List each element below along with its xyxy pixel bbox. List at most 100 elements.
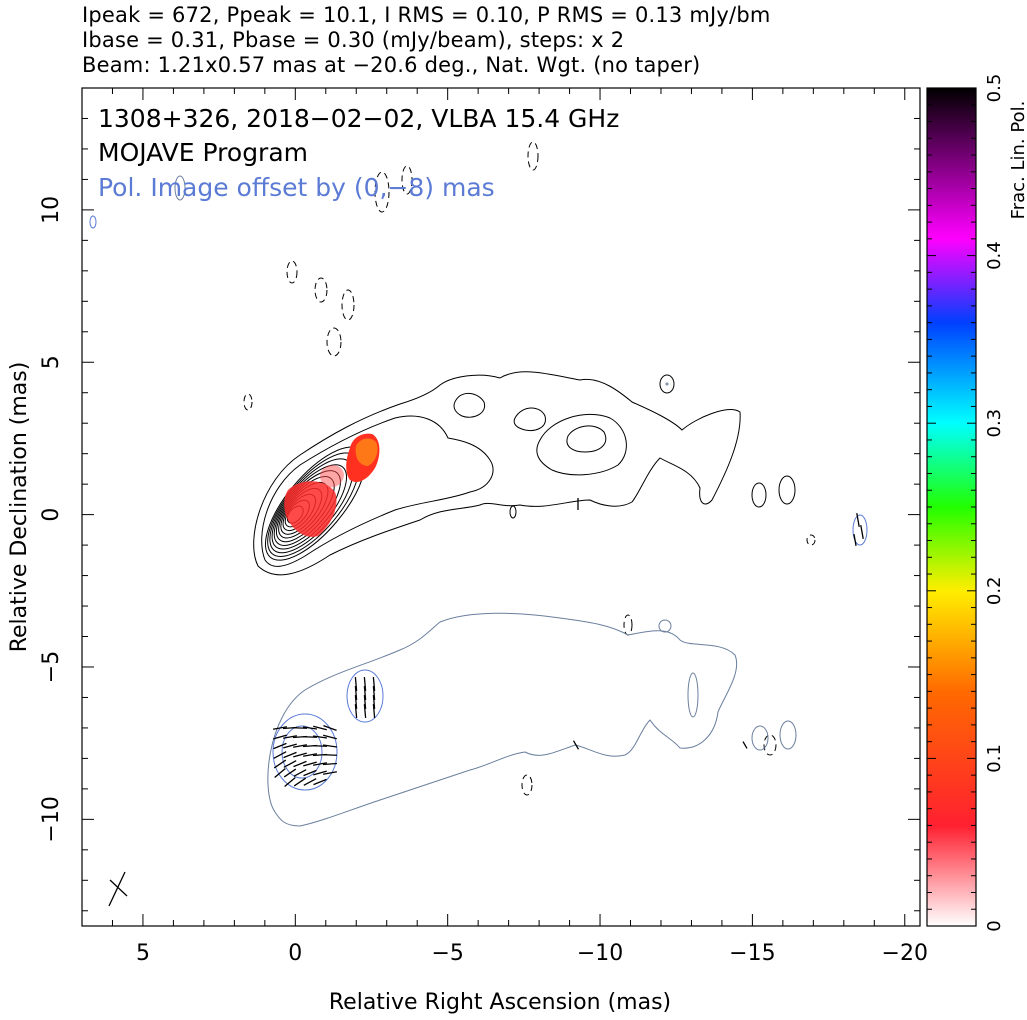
y-tick-label: −10 [39, 796, 64, 842]
evpa-tick [293, 769, 307, 777]
evpa-tick [284, 777, 296, 787]
program-title: MOJAVE Program [98, 138, 308, 167]
evpa-tick [283, 760, 297, 768]
header-line-1: Ipeak = 672, Ppeak = 10.1, I RMS = 0.10,… [82, 3, 771, 27]
x-tick-label: −10 [577, 941, 623, 966]
colorbar-tick-label: 0.2 [984, 576, 1005, 605]
frac-pol-patch-north-core [355, 438, 378, 466]
evpa-tick [363, 694, 367, 710]
evpa-tick [274, 768, 286, 778]
x-tick-label: −20 [882, 941, 928, 966]
evpa-tick [293, 760, 307, 768]
colorbar-tick-label: 0 [984, 920, 1005, 931]
pol-core-contour [272, 713, 338, 791]
pol-island-1 [751, 725, 769, 751]
x-tick-label: 0 [288, 941, 302, 966]
frac-pol-patch-core [284, 481, 337, 537]
evpa-tick [372, 703, 376, 719]
evpa-tick [372, 694, 376, 710]
pol-island-3 [687, 672, 699, 718]
evpa-tick [313, 770, 327, 776]
y-tick-label: 0 [39, 508, 64, 522]
evpa-tick [273, 751, 287, 759]
evpa-tick [372, 676, 376, 692]
evpa-tick [272, 726, 288, 730]
x-tick-labels: 5 0 −5 −10 −15 −20 [136, 941, 928, 966]
plot-frame [81, 87, 921, 927]
colorbar-tick-labels: 0 0.1 0.2 0.3 0.4 0.5 [984, 74, 1005, 932]
stokes-i-contour-2 [261, 415, 494, 567]
pol-top-island-2 [89, 215, 97, 229]
evpa-tick [372, 685, 376, 701]
evpa-tick [313, 725, 327, 731]
x-tick-label: −5 [431, 941, 463, 966]
colorbar-tick-label: 0.4 [984, 241, 1005, 270]
stokes-i-knot-small [513, 407, 546, 431]
evpa-tick [303, 778, 317, 786]
pol-island-5 [852, 514, 868, 546]
frac-pol-patch-mid [319, 465, 344, 488]
evpa-tick [293, 777, 307, 787]
y-tick-labels: 10 5 0 −5 −10 [39, 196, 64, 843]
negative-contours [243, 141, 816, 796]
y-tick-label: −5 [39, 651, 64, 683]
colorbar-tick-label: 0.1 [984, 744, 1005, 773]
header-line-2: Ibase = 0.31, Pbase = 0.30 (mJy/beam), s… [82, 28, 625, 52]
colorbar-tick-label: 0.3 [984, 409, 1005, 438]
evpa-tick [293, 752, 307, 758]
evpa-tick [283, 768, 297, 778]
header-line-3: Beam: 1.21x0.57 mas at −20.6 deg., Nat. … [82, 53, 701, 77]
x-tick-label: 5 [136, 941, 150, 966]
evpa-tick [273, 759, 287, 769]
evpa-tick [302, 726, 318, 730]
evpa-tick [322, 762, 338, 766]
evpa-tick [312, 735, 328, 739]
x-tick-label: −15 [729, 941, 775, 966]
stokes-i-knot-inner [566, 425, 607, 453]
evpa-tick [572, 740, 580, 750]
evpa-tick [273, 742, 287, 750]
stokes-i-island-2 [751, 482, 767, 508]
evpa-tick [363, 703, 367, 719]
axis-ticks [82, 88, 920, 926]
evpa-tick [282, 735, 298, 739]
colorbar [926, 87, 977, 927]
stokes-i-knot-contour [536, 414, 627, 476]
pol-top-island [174, 175, 186, 201]
evpa-tick [322, 744, 338, 748]
stokes-i-outer-contour [253, 371, 741, 576]
evpa-tick [363, 676, 367, 692]
plot-area [81, 87, 921, 927]
evpa-tick [292, 744, 308, 748]
pol-island-4 [658, 619, 672, 633]
evpa-tick [856, 512, 860, 528]
pol-offset-note: Pol. Image offset by (0,−8) mas [98, 173, 495, 202]
evpa-tick [354, 685, 358, 701]
evpa-vectors [272, 498, 864, 787]
y-tick-label: 5 [39, 355, 64, 369]
evpa-tick [303, 761, 317, 767]
evpa-tick [302, 753, 318, 757]
colorbar-ticks [927, 87, 976, 927]
evpa-tick [363, 685, 367, 701]
evpa-tick [323, 734, 337, 740]
evpa-tick [354, 694, 358, 710]
evpa-tick [303, 769, 317, 777]
pol-core-inner [281, 725, 323, 779]
stokes-i-island-3 [778, 475, 796, 505]
evpa-tick [322, 771, 338, 775]
pol-island-2 [779, 720, 797, 750]
x-axis-label: Relative Right Ascension (mas) [329, 990, 671, 1015]
evpa-tick [354, 703, 358, 719]
source-title: 1308+326, 2018−02−02, VLBA 15.4 GHz [98, 104, 619, 133]
pol-outer-contour [267, 612, 737, 827]
evpa-tick [312, 762, 328, 766]
stokes-i-hole-contour [453, 393, 486, 418]
y-tick-label: 10 [39, 196, 64, 224]
restoring-beam [108, 871, 128, 907]
stokes-i-island-1 [659, 374, 675, 394]
evpa-tick [273, 734, 287, 740]
evpa-tick [323, 724, 337, 732]
pol-knot-contour [346, 669, 384, 723]
